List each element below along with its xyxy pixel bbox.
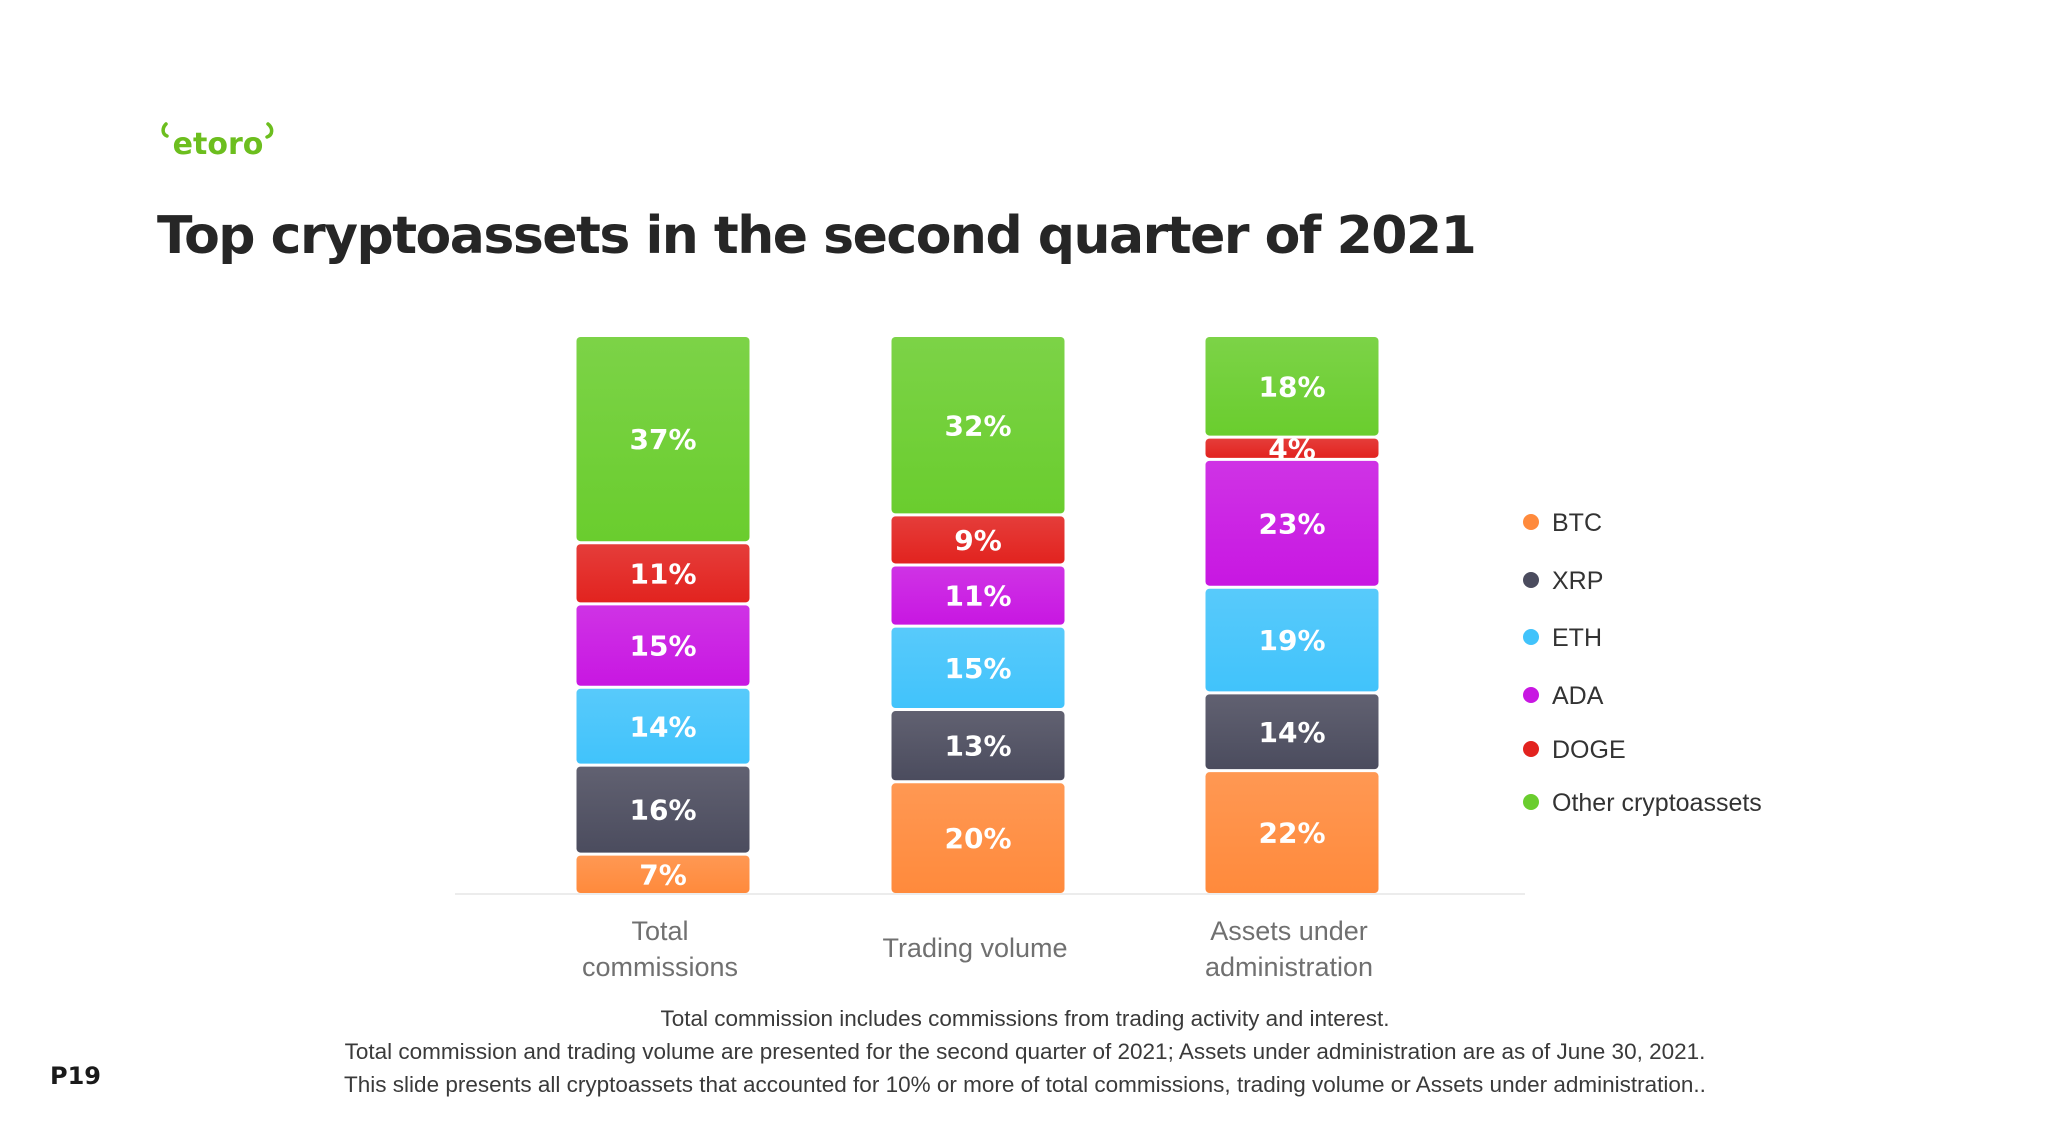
data-label: 13% [944, 730, 1011, 763]
bar-segment-ada [576, 605, 750, 686]
data-label: 23% [1258, 507, 1325, 540]
bar-segment-eth [576, 688, 750, 764]
footnote-1: Total commission includes commissions fr… [660, 1006, 1390, 1031]
legend-label: Other cryptoassets [1552, 789, 1762, 817]
data-label: 15% [629, 630, 696, 663]
data-label: 11% [629, 557, 696, 590]
bar-segment-eth [1205, 588, 1379, 692]
data-label: 32% [944, 409, 1011, 442]
data-label: 14% [629, 710, 696, 743]
data-label: 9% [954, 524, 1002, 557]
legend-marker [1523, 572, 1539, 588]
bar-segment-xrp [576, 766, 750, 853]
footnote-2: Total commission and trading volume are … [344, 1039, 1706, 1064]
data-label: 14% [1258, 716, 1325, 749]
etoro-logo: etoro [161, 122, 274, 162]
data-label: 18% [1258, 370, 1325, 403]
bar-stack-2: 22% 14% 19% 23% 4% 18% [1205, 337, 1379, 893]
bar-segment-other-cryptoassets [891, 337, 1065, 514]
footnotes: Total commission includes commissions fr… [300, 1002, 1750, 1101]
data-label: 7% [639, 858, 687, 891]
data-label: 16% [629, 794, 696, 827]
bar-segment-ada [891, 566, 1065, 625]
bar-segment-doge [891, 516, 1065, 564]
data-label: 11% [944, 580, 1011, 613]
bar-segment-btc [891, 783, 1065, 893]
legend-marker [1523, 514, 1539, 530]
legend: BTC XRP ETH ADA DOGE Other cryptoassets [1523, 509, 1762, 817]
legend-label: ETH [1552, 624, 1602, 652]
logo-wordmark: etoro [173, 127, 264, 162]
bar-stack-0: 7% 16% 14% 15% 11% 37% [576, 337, 750, 893]
data-label: 20% [944, 822, 1011, 855]
data-label: 4% [1268, 432, 1316, 465]
legend-marker [1523, 687, 1539, 703]
legend-marker [1523, 629, 1539, 645]
data-label: 15% [944, 652, 1011, 685]
data-label: 22% [1258, 817, 1325, 850]
bar-segment-doge [1205, 438, 1379, 458]
bar-segment-eth [891, 627, 1065, 709]
data-label: 37% [629, 423, 696, 456]
legend-marker [1523, 741, 1539, 757]
bar-segment-xrp [1205, 694, 1379, 770]
legend-marker [1523, 794, 1539, 810]
footnote-3: This slide presents all cryptoassets tha… [344, 1072, 1706, 1097]
data-label: 19% [1258, 624, 1325, 657]
page-number: P19 [50, 1062, 101, 1090]
bar-segment-btc [576, 855, 750, 893]
bar-segment-doge [576, 544, 750, 603]
category-label: Total commissions [582, 916, 738, 982]
legend-label: XRP [1552, 567, 1603, 595]
legend-label: BTC [1552, 509, 1602, 537]
bar-segment-other-cryptoassets [1205, 337, 1379, 436]
category-label: Trading volume [882, 933, 1067, 963]
bar-segment-btc [1205, 772, 1379, 893]
bar-stack-1: 20% 13% 15% 11% 9% 32% [891, 337, 1065, 893]
legend-label: ADA [1552, 682, 1604, 710]
bar-segment-other-cryptoassets [576, 337, 750, 542]
legend-label: DOGE [1552, 736, 1626, 764]
bar-segment-ada [1205, 460, 1379, 586]
bar-segment-xrp [891, 711, 1065, 781]
page-title: Top cryptoassets in the second quarter o… [157, 206, 1477, 266]
category-label: Assets under administration [1205, 916, 1373, 982]
